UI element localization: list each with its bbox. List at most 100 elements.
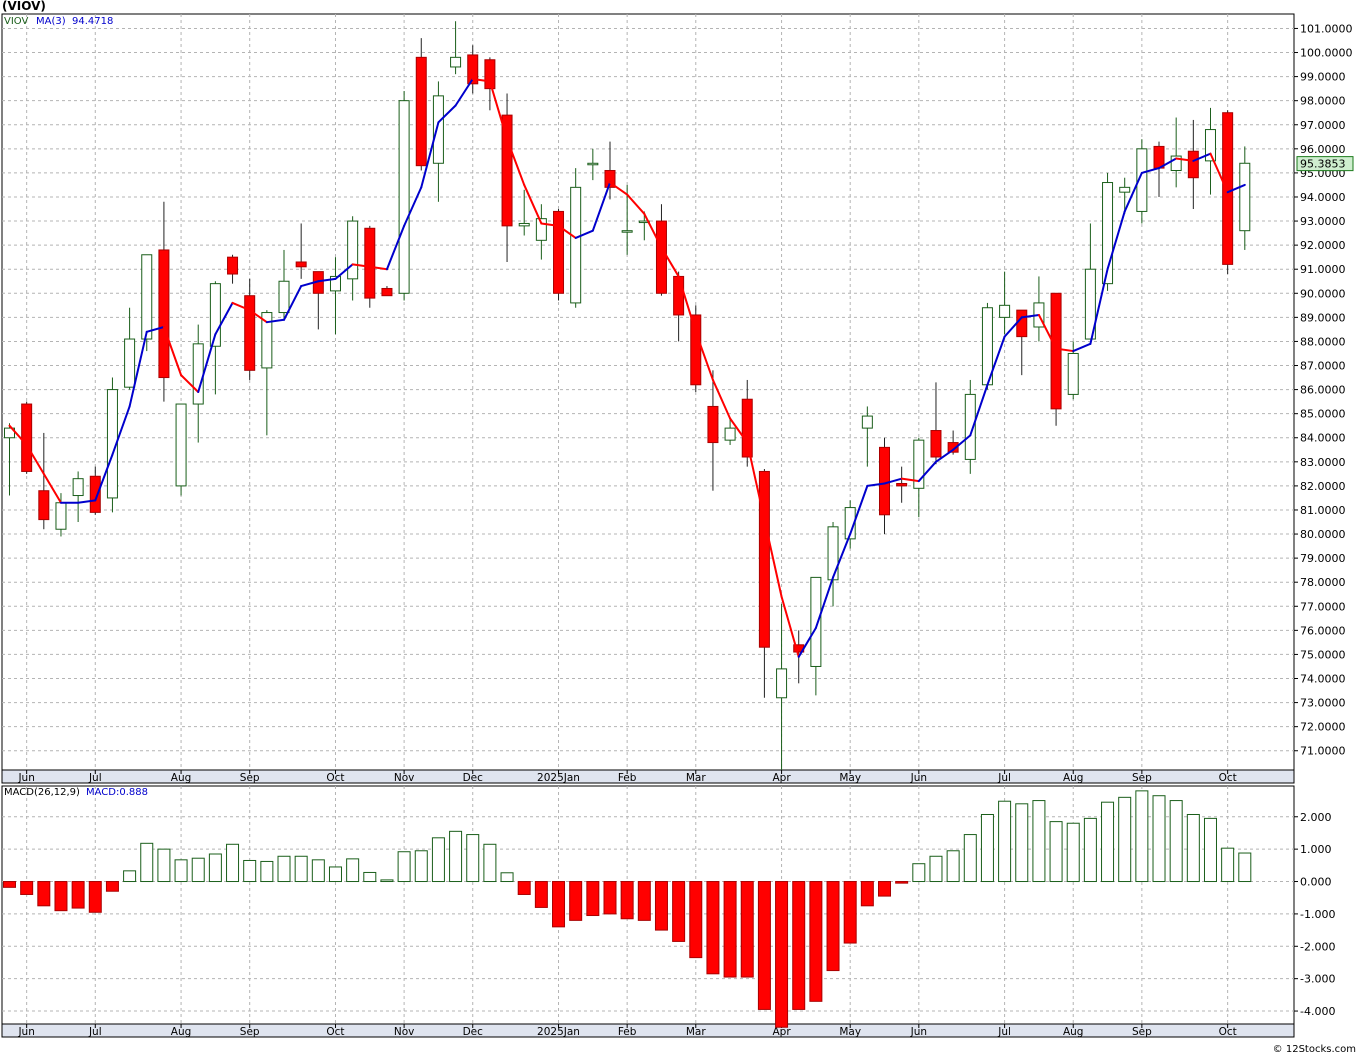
last-price-box [1296,156,1354,172]
price-ytick-label: 94.0000 [1300,191,1346,204]
xtick-label: Jul [997,772,1011,784]
candle-body [964,393,976,460]
macd-ytick-label: 0.000 [1300,876,1332,889]
candle-down [896,466,908,503]
xtick-label: Jun [910,772,927,784]
candle-up [141,254,153,352]
ma-segment [969,383,989,437]
macd-ytick-label: -3.000 [1300,973,1335,986]
price-ytick-label: 71.0000 [1300,745,1346,758]
ma-segment [1158,157,1178,170]
macd-bar-positive [929,855,943,883]
candle-up [329,257,341,335]
ma-segment [660,246,680,278]
ma-segment [197,333,217,393]
candle-up [844,500,856,549]
candle-body [192,343,204,405]
candle-up [724,418,736,445]
candle-body [707,405,719,444]
macd-bar-positive [277,855,291,883]
candle-body [776,668,788,699]
candle-body [1050,292,1062,410]
candle-body [724,427,736,441]
candle-body [72,478,84,497]
macd-xaxis-band [1,1023,1295,1038]
macd-bar-positive [1101,801,1115,883]
candle-body [930,430,942,458]
macd-bar-positive [1186,813,1200,883]
macd-bar-negative [586,881,600,917]
candle-body [655,220,667,294]
macd-bar-positive [1152,795,1166,883]
ma-segment [506,138,526,186]
candle-body [999,304,1011,318]
price-ytick-label: 75.0000 [1300,648,1346,661]
xtick-label: Nov [394,1026,415,1038]
macd-bar-negative [723,881,737,978]
candle-body [604,169,616,188]
macd-bar-negative [809,881,823,1002]
candle-body [278,280,290,314]
ma-segment [180,374,200,393]
xtick-label: 2025Jan [537,772,580,784]
ma-segment [574,229,594,239]
price-ytick-label: 81.0000 [1300,504,1346,517]
price-ytick-label: 97.0000 [1300,119,1346,132]
candle-up [72,471,84,523]
macd-bar-positive [243,859,257,883]
xtick-label: Aug [171,1026,192,1038]
macd-bar-negative [552,881,566,928]
xtick-label: Sep [1132,772,1152,784]
candle-body [1084,268,1096,340]
macd-ytick-label: -1.000 [1300,908,1335,921]
price-ytick-label: 88.0000 [1300,335,1346,348]
ma-segment [900,477,920,483]
macd-bar-positive [157,848,171,883]
ma-segment [643,212,663,249]
ma-segment [317,277,337,283]
ma-segment [797,626,817,658]
macd-bar-positive [346,858,360,883]
candle-up [4,423,15,496]
ma-segment [608,181,629,196]
ma-segment [94,453,114,502]
candle-body [1170,155,1182,171]
macd-bar-negative [105,881,119,892]
ma-segment [214,301,234,336]
candle-up [587,148,599,181]
candle-body [381,287,393,297]
macd-bar-positive [191,857,205,883]
candle-down [501,93,513,262]
candle-body [244,295,256,371]
xtick-label: Sep [1132,1026,1152,1038]
candle-down [295,223,307,279]
xtick-label: Sep [240,772,260,784]
ma-segment [334,263,354,280]
ma-segment [128,330,148,408]
ma-segment [437,104,457,124]
macd-bar-positive [226,843,240,883]
ma-segment [283,285,303,321]
ma-segment [1020,313,1040,319]
ma-segment [403,186,423,227]
xtick-label: Mar [686,1026,706,1038]
candle-body [484,59,496,90]
price-ytick-label: 78.0000 [1300,576,1346,589]
candle-body [295,261,307,268]
ma-segment [454,78,474,107]
candle-down [38,432,50,530]
candle-body [879,446,891,516]
macd-bar-negative [757,881,771,1010]
ma-segment [849,484,869,536]
macd-bar-negative [54,881,68,912]
candle-body [158,249,170,379]
price-xaxis-band [1,769,1295,784]
macd-bar-negative [3,881,16,888]
candle-body [1239,162,1251,232]
macd-bar-positive [1083,817,1097,883]
candle-up [398,91,410,301]
candle-body [810,576,822,667]
xtick-label: Mar [686,772,706,784]
ma-segment [746,441,766,521]
